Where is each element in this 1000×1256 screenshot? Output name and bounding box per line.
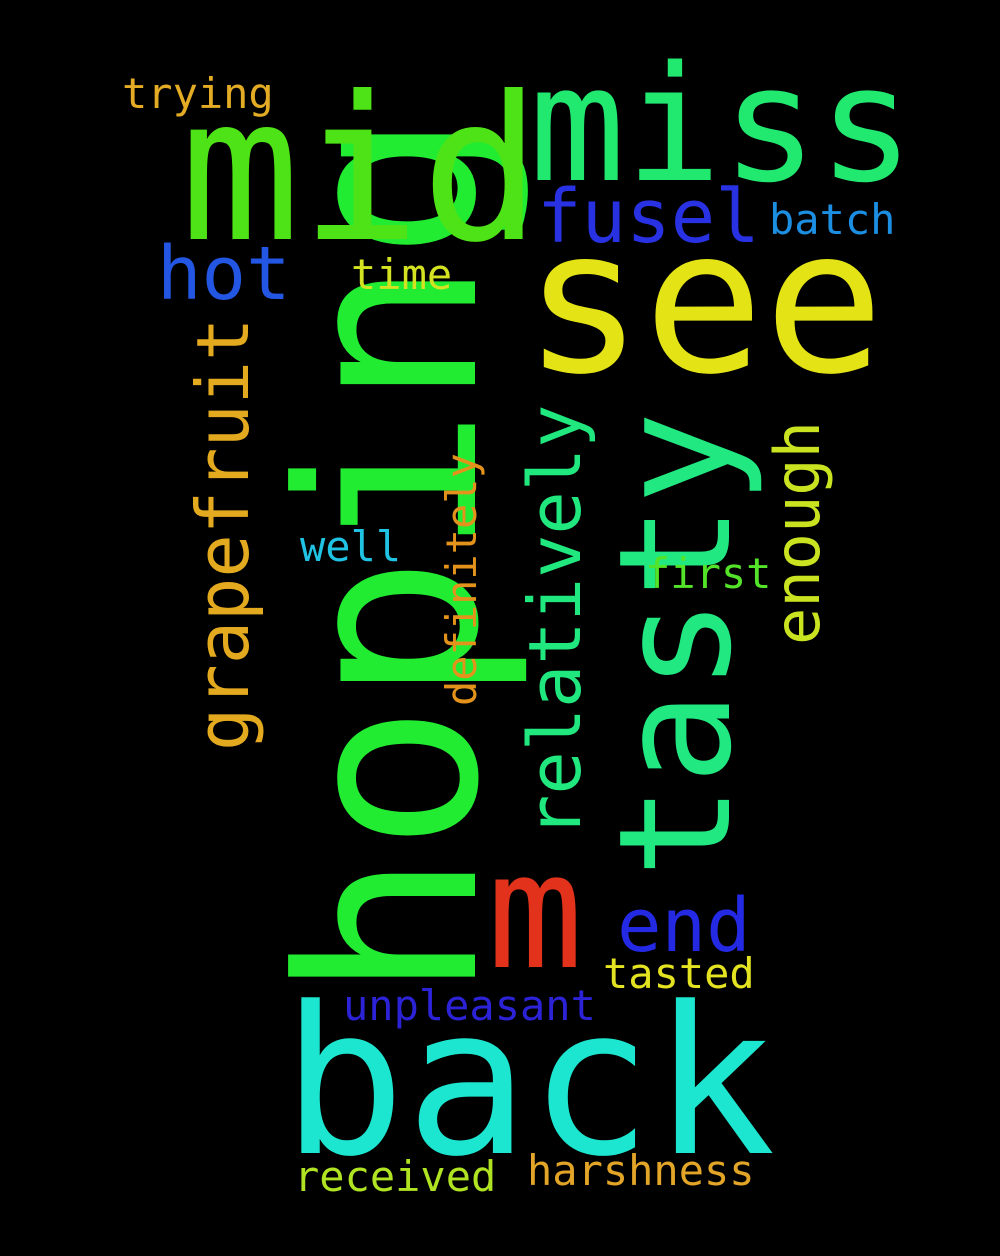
word-received: received [294,1152,497,1201]
word-definitely: definitely [437,453,486,706]
word-m: m [487,818,584,1005]
word-back: back [282,964,776,1202]
word-end: end [617,883,751,969]
word-see: see [523,186,885,419]
word-tasty: tasty [585,411,766,878]
word-fusel: fusel [537,174,760,260]
word-hot: hot [157,231,291,317]
word-unpleasant: unpleasant [343,981,596,1030]
word-mid: mid [180,54,542,287]
word-trying: trying [122,69,274,118]
word-batch: batch [769,195,896,244]
word-grapefruit: grapefruit [181,317,265,751]
word-enough: enough [761,421,834,645]
word-tasted: tasted [603,949,755,998]
word-harshness: harshness [527,1146,755,1195]
word-first: first [645,549,772,598]
word-time: time [351,250,453,299]
word-well: well [300,522,402,571]
word-miss: miss [529,31,915,218]
word-relatively: relatively [513,404,597,838]
